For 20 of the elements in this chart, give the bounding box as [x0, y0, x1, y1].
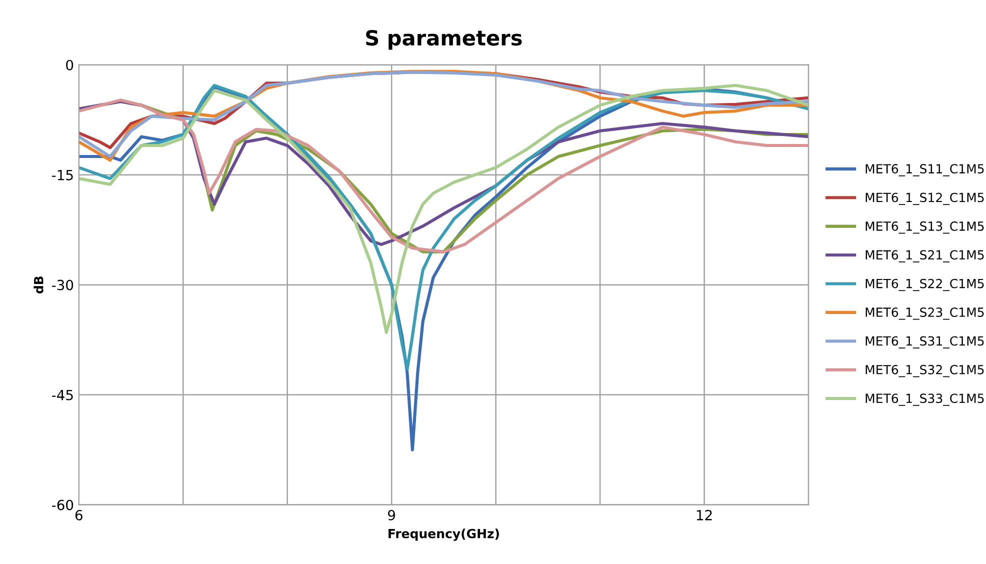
x-tick-label: 12	[696, 510, 712, 520]
legend-label: MET6_1_S21_C1M5	[866, 250, 984, 262]
legend-label: MET6_1_S12_C1M5	[866, 192, 984, 205]
legend-label: MET6_1_S32_C1M5	[866, 364, 984, 378]
legend-label: MET6_1_S33_C1M5	[866, 394, 984, 406]
legend-label: MET6_1_S31_C1M5	[866, 336, 984, 348]
legend-label: MET6_1_S13_C1M5	[866, 221, 984, 234]
legend-label: MET6_1_S11_C1M5	[866, 164, 984, 176]
x-tick-label: 6	[75, 510, 82, 520]
y-tick-label: -30	[52, 280, 74, 290]
x-tick-label: 9	[388, 510, 396, 520]
y-axis-title: dB	[34, 276, 44, 294]
chart-title: S parameters	[366, 30, 522, 50]
x-axis-title: Frequency(GHz)	[388, 528, 499, 541]
y-tick-label: -60	[52, 500, 74, 510]
y-tick-label: -45	[52, 390, 73, 400]
legend-label: MET6_1_S23_C1M5	[866, 308, 984, 320]
legend-label: MET6_1_S22_C1M5	[866, 278, 984, 292]
y-tick-label: 0	[66, 60, 74, 70]
y-tick-label: -15	[52, 170, 73, 180]
